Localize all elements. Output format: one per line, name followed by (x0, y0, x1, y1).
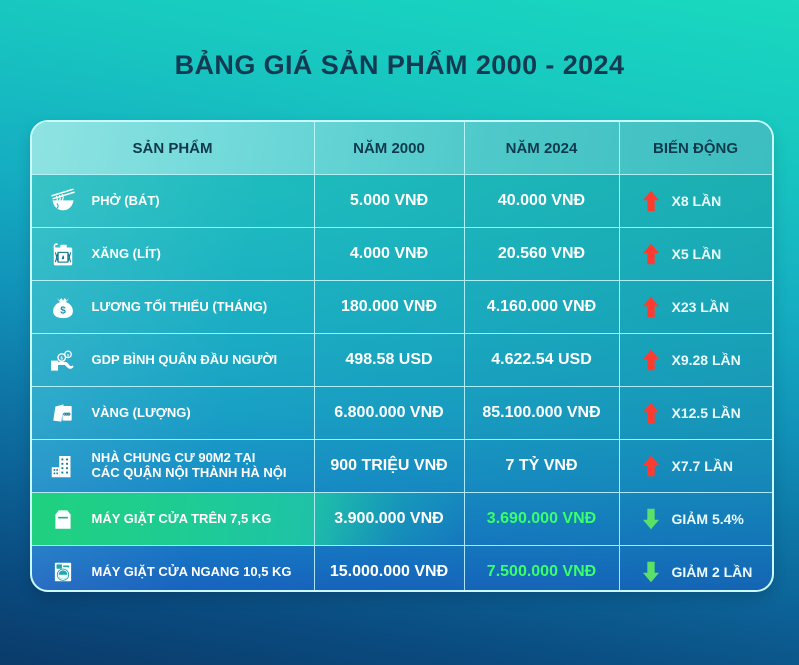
svg-text:$: $ (60, 356, 63, 361)
svg-text:$: $ (60, 305, 66, 316)
